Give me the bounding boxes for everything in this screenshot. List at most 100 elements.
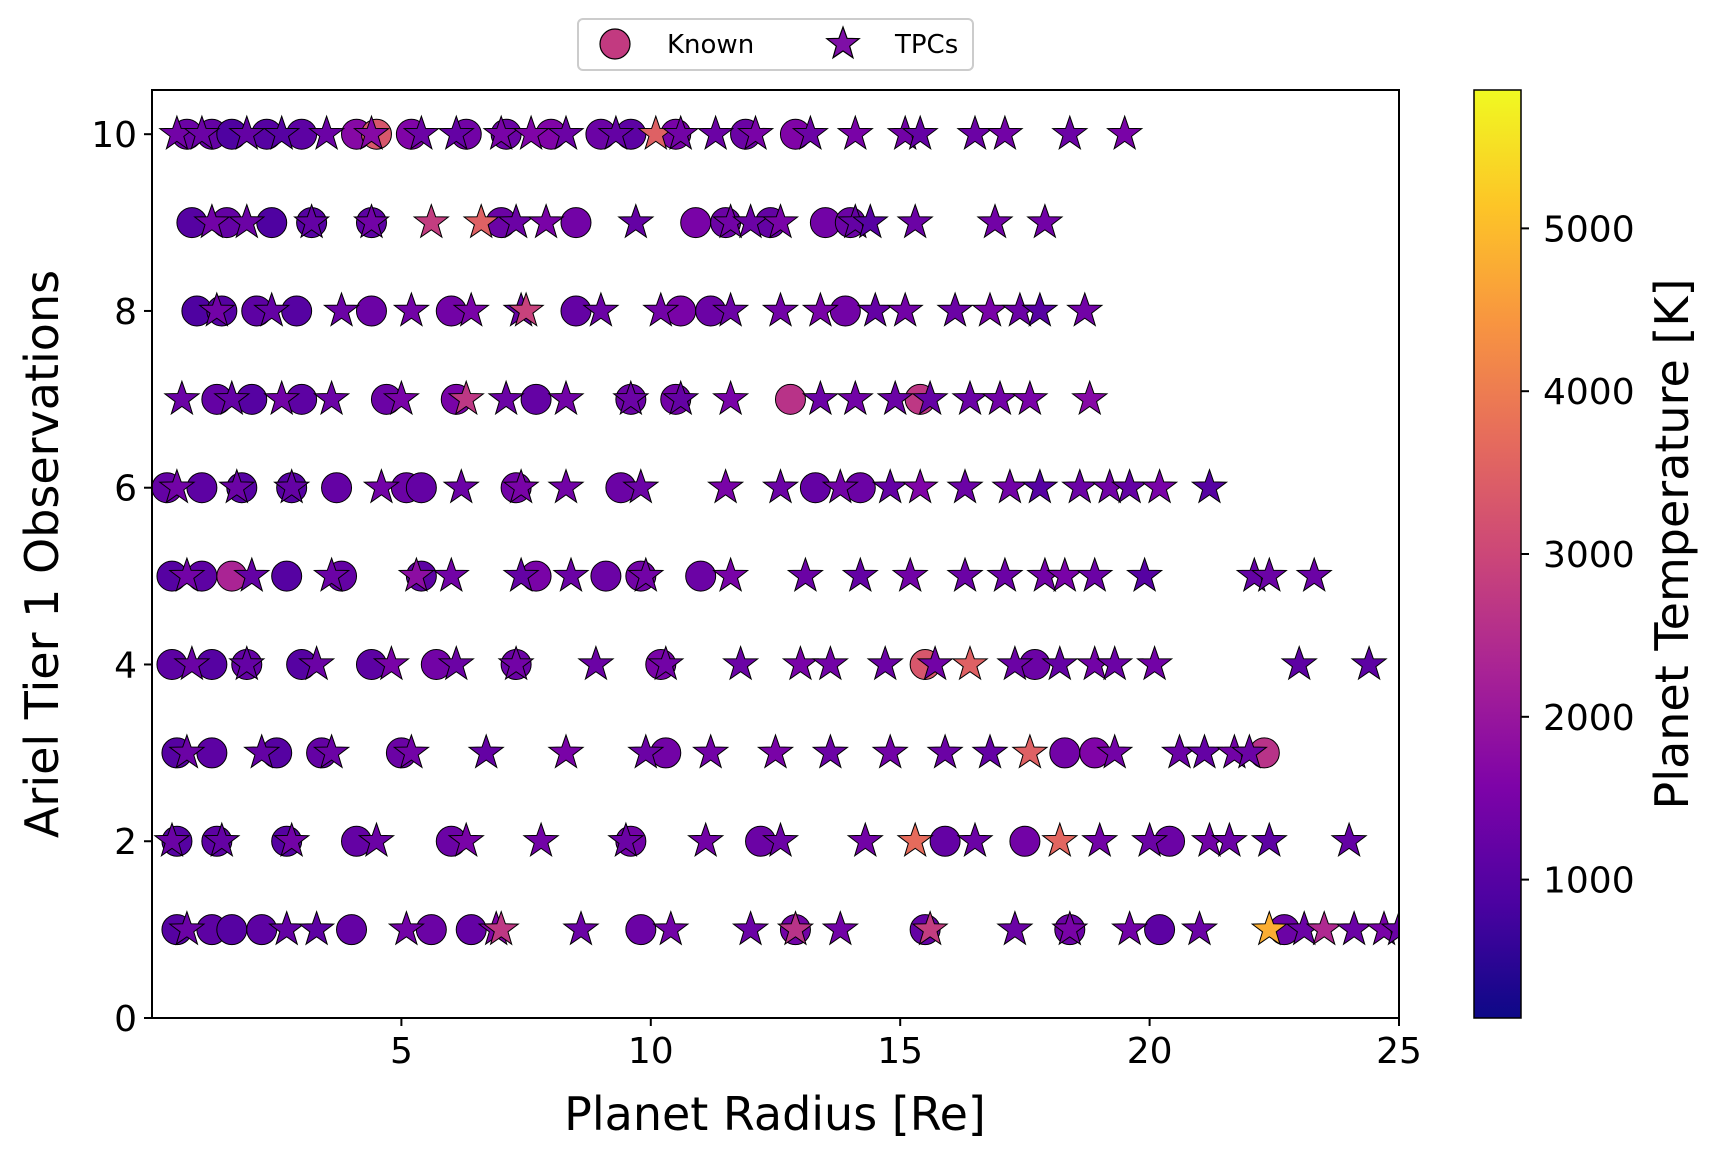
colorbar-tick-label: 4000 — [1543, 372, 1635, 413]
y-tick-label: 6 — [114, 469, 137, 510]
tpc-point — [986, 114, 1024, 151]
known-point — [1009, 825, 1041, 857]
tpc-point — [437, 114, 475, 151]
known-point — [829, 295, 861, 327]
tpc-point — [153, 821, 191, 858]
tpc-point — [362, 468, 401, 504]
tpc-point — [1041, 644, 1079, 681]
known-point — [1049, 737, 1081, 769]
tpc-point — [1380, 910, 1399, 946]
legend: Known TPCs — [577, 18, 974, 71]
tpc-point — [652, 910, 690, 946]
tpc-point — [1141, 468, 1179, 504]
tpc-point — [547, 114, 585, 151]
tpc-point — [1160, 733, 1199, 769]
x-axis-ticks: 5 10 15 20 25 — [390, 1018, 1422, 1072]
tpc-point — [996, 644, 1034, 681]
tpc-point — [173, 644, 211, 681]
tpc-point — [1350, 644, 1388, 681]
tpc-point — [692, 733, 730, 769]
colorbar-title: Planet Temperature [K] — [1645, 279, 1699, 810]
tpc-point — [1180, 910, 1219, 946]
known-point — [1144, 914, 1176, 946]
colorbar: 1000 2000 3000 4000 5000 Planet Temperature … — [1473, 89, 1699, 1019]
colorbar-tick-label: 3000 — [1543, 535, 1635, 576]
tpc-point — [756, 733, 795, 769]
tpc-point — [1131, 821, 1169, 858]
tpc-point — [697, 114, 735, 151]
y-tick-label: 10 — [91, 115, 137, 156]
tpc-point — [233, 556, 271, 592]
tpc-point — [1250, 556, 1288, 592]
tpc-point — [956, 821, 994, 858]
tpc-point — [627, 556, 665, 592]
tpc-point — [562, 910, 600, 946]
known-point — [216, 914, 248, 946]
tpc-point — [761, 203, 800, 239]
known-point — [560, 295, 592, 327]
y-tick-label: 4 — [114, 645, 137, 686]
tpc-point — [243, 733, 281, 769]
tpc-point — [547, 468, 585, 504]
tpc-point — [218, 468, 256, 504]
tpc-point — [1096, 644, 1134, 681]
tpc-point — [856, 291, 894, 327]
known-point — [405, 472, 437, 504]
tpc-point — [253, 291, 291, 327]
tpc-point — [662, 379, 700, 416]
tpc-point — [452, 291, 490, 327]
tpc-point — [1335, 910, 1373, 946]
known-point — [625, 914, 657, 946]
plot-frame — [151, 89, 1400, 1019]
tpc-point — [712, 556, 750, 592]
tpc-point — [876, 379, 914, 416]
tpc-point — [976, 203, 1014, 239]
tpc-point — [936, 291, 974, 327]
tpc-point — [781, 644, 820, 681]
tpc-point — [971, 291, 1009, 327]
tpc-point — [168, 910, 206, 946]
tpc-point — [462, 203, 500, 239]
x-tick-label: 20 — [1127, 1031, 1173, 1072]
known-point — [186, 472, 218, 504]
tpc-point — [372, 644, 410, 681]
tpc-point — [163, 379, 201, 416]
tpc-point — [412, 203, 450, 239]
tpc-point — [1011, 379, 1049, 416]
tpc-point — [1061, 468, 1099, 504]
tpc-point — [312, 733, 351, 769]
tpc-point — [467, 733, 505, 769]
tpc-point — [612, 379, 650, 416]
tpc-point — [158, 468, 196, 504]
tpc-point — [662, 114, 700, 151]
tpc-point — [397, 556, 435, 592]
tpc-point — [761, 468, 800, 504]
tpc-point — [712, 291, 750, 327]
tpc-point — [308, 114, 346, 151]
colorbar-tick-label: 2000 — [1543, 698, 1635, 739]
tpc-point — [642, 291, 680, 327]
tpc-point — [263, 114, 301, 151]
tpc-point — [956, 114, 994, 151]
tpc-point — [866, 644, 904, 681]
tpc-point — [203, 821, 241, 858]
tpc-point — [552, 556, 590, 592]
tpc-point — [986, 556, 1024, 592]
tpc-point — [387, 910, 425, 946]
tpc-point — [547, 379, 585, 416]
tpc-point — [617, 203, 655, 239]
tpc-point — [298, 644, 336, 681]
y-tick-label: 8 — [114, 292, 137, 333]
legend-known-marker — [599, 28, 631, 60]
tpc-point — [946, 468, 984, 504]
tpc-point — [228, 644, 266, 681]
tpc-point — [607, 821, 645, 858]
tpc-point — [263, 379, 301, 416]
tpc-point — [482, 910, 520, 946]
tpc-point — [312, 556, 351, 592]
tpc-point — [1111, 910, 1149, 946]
tpc-point — [228, 203, 266, 239]
tpc-point — [1011, 733, 1049, 769]
tpc-point — [851, 203, 889, 239]
tpc-point — [946, 556, 984, 592]
